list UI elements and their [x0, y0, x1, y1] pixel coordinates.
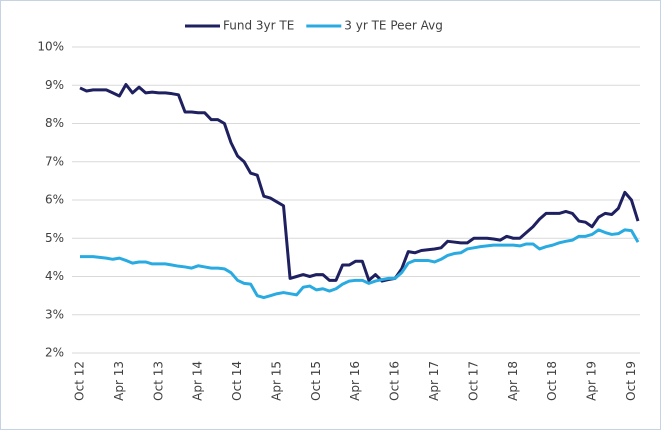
y-tick-label: 4%: [45, 269, 64, 283]
x-tick-label: Apr 13: [112, 361, 126, 401]
x-tick-label: Oct 16: [388, 361, 402, 401]
x-tick-label: Apr 16: [348, 361, 362, 401]
x-tick-label: Oct 17: [466, 361, 480, 401]
series-line: [79, 82, 640, 283]
y-tick-label: 2%: [45, 346, 64, 360]
x-tick-label: Oct 12: [73, 361, 87, 401]
series-line: [80, 228, 640, 300]
x-tick-label: Apr 17: [427, 361, 441, 401]
y-tick-label: 6%: [45, 193, 64, 207]
y-tick-label: 5%: [45, 231, 64, 245]
y-tick-label: 3%: [45, 307, 64, 321]
legend-label: Fund 3yr TE: [223, 19, 294, 33]
y-tick-label: 9%: [45, 78, 64, 92]
x-tick-label: Apr 14: [191, 361, 205, 401]
x-tick-label: Apr 19: [585, 361, 599, 401]
y-tick-label: 10%: [37, 40, 64, 54]
x-tick-label: Oct 14: [230, 361, 244, 401]
x-tick-label: Apr 15: [269, 361, 283, 401]
legend-label: 3 yr TE Peer Avg: [344, 19, 443, 33]
x-tick-label: Apr 18: [506, 361, 520, 401]
y-tick-label: 7%: [45, 154, 64, 168]
x-tick-label: Oct 18: [545, 361, 559, 401]
x-tick-label: Oct 15: [309, 361, 323, 401]
x-tick-label: Oct 19: [624, 361, 638, 401]
y-tick-label: 8%: [45, 116, 64, 130]
x-tick-label: Oct 13: [151, 361, 165, 401]
